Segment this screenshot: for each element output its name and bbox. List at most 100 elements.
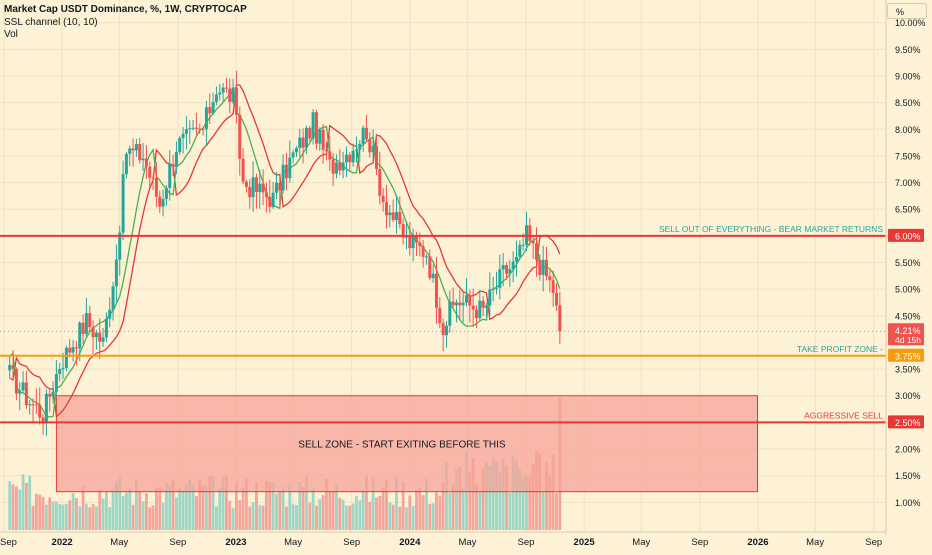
level-price-tag xyxy=(888,348,924,362)
candle-body xyxy=(128,148,132,154)
candle-body xyxy=(444,325,448,336)
volume-bar xyxy=(241,487,245,530)
x-tick-label: 2023 xyxy=(225,537,246,548)
candle-body xyxy=(534,243,538,260)
volume-bar xyxy=(378,495,382,530)
volume-bar xyxy=(18,489,22,530)
candle-body xyxy=(518,244,522,257)
candle-body xyxy=(158,196,162,207)
volume-bar xyxy=(315,505,318,530)
candle-body xyxy=(64,347,68,368)
volume-bar xyxy=(285,506,288,530)
volume-bar xyxy=(351,503,355,530)
candle-body xyxy=(58,369,62,374)
candle-body xyxy=(481,300,485,308)
candle-body xyxy=(544,259,548,277)
volume-bar xyxy=(238,500,242,530)
candle-body xyxy=(41,417,45,424)
volume-bar xyxy=(78,506,82,530)
volume-bar xyxy=(178,487,182,530)
candle-body xyxy=(464,295,468,303)
candle-body xyxy=(391,212,395,221)
volume-bar xyxy=(328,490,332,530)
volume-bar xyxy=(74,498,78,530)
y-tick-label: 8.00% xyxy=(895,125,921,135)
candle-body xyxy=(268,196,272,207)
candle-body xyxy=(28,404,32,406)
candle-body xyxy=(8,365,12,371)
volume-bar xyxy=(341,499,345,530)
volume-bar xyxy=(455,468,458,530)
volume-bar xyxy=(201,485,205,530)
candle-body xyxy=(381,195,385,203)
volume-bar xyxy=(425,478,428,530)
volume-bar xyxy=(381,487,385,530)
volume-bar xyxy=(505,465,508,530)
level-price-label: 3.75% xyxy=(895,351,921,361)
volume-bar xyxy=(481,468,485,530)
candle-body xyxy=(371,146,375,153)
candle-body xyxy=(471,305,475,310)
volume-bar xyxy=(371,477,375,530)
chart-title: Market Cap USDT Dominance, %, 1W, CRYPTO… xyxy=(4,4,247,15)
volume-bar xyxy=(461,488,465,530)
sell-zone-box xyxy=(55,395,758,493)
volume-bar xyxy=(24,482,28,530)
volume-bar xyxy=(295,505,298,530)
volume-bar xyxy=(48,497,52,530)
volume-bar xyxy=(38,494,42,530)
candle-body xyxy=(154,177,158,197)
candle-body xyxy=(194,127,198,129)
candle-body xyxy=(411,235,415,249)
volume-bar xyxy=(528,476,532,530)
candle-body xyxy=(531,240,535,244)
candle-body xyxy=(428,256,432,279)
level-annotation: AGGRESSIVE SELL xyxy=(804,410,883,420)
candle-body xyxy=(404,236,408,238)
volume-bar xyxy=(141,501,145,530)
volume-bar xyxy=(228,500,232,530)
volume-bar xyxy=(205,485,208,530)
candle-body xyxy=(54,373,58,392)
x-tick-label: Sep xyxy=(343,537,360,548)
candle-body xyxy=(488,289,492,306)
x-tick-label: 2024 xyxy=(399,537,421,548)
volume-bar xyxy=(391,504,395,530)
candle-body xyxy=(138,144,142,161)
volume-bar xyxy=(168,485,172,530)
candle-body xyxy=(298,137,302,148)
volume-bar xyxy=(511,455,515,530)
candle-body xyxy=(231,87,235,102)
volume-bar xyxy=(385,479,388,530)
volume-bar xyxy=(261,505,265,530)
candle-body xyxy=(328,151,332,160)
unit-toggle-button[interactable]: % xyxy=(887,3,927,19)
volume-bar xyxy=(118,477,122,530)
volume-bar xyxy=(165,482,168,530)
volume-bar xyxy=(84,503,88,530)
volume-bar xyxy=(311,488,315,530)
volume-bar xyxy=(458,466,462,530)
volume-bar xyxy=(101,498,105,530)
volume-bar xyxy=(418,487,422,530)
y-tick-label: 3.00% xyxy=(895,391,921,401)
volume-bar xyxy=(438,495,442,530)
volume-bar xyxy=(278,491,282,530)
candle-body xyxy=(184,129,188,134)
volume-bar xyxy=(358,500,362,530)
volume-bar xyxy=(515,460,518,530)
volume-bar xyxy=(188,478,192,530)
candle-body xyxy=(168,164,172,188)
candle-body xyxy=(294,147,298,153)
x-tick-label: 2026 xyxy=(747,537,768,548)
volume-bar xyxy=(275,493,278,530)
candle-body xyxy=(501,265,505,270)
volume-bar xyxy=(281,486,285,530)
candle-body xyxy=(81,322,85,334)
y-tick-label: 9.00% xyxy=(895,71,921,81)
candle-body xyxy=(528,225,532,241)
volume-bar xyxy=(445,461,448,530)
volume-bar xyxy=(155,488,158,530)
